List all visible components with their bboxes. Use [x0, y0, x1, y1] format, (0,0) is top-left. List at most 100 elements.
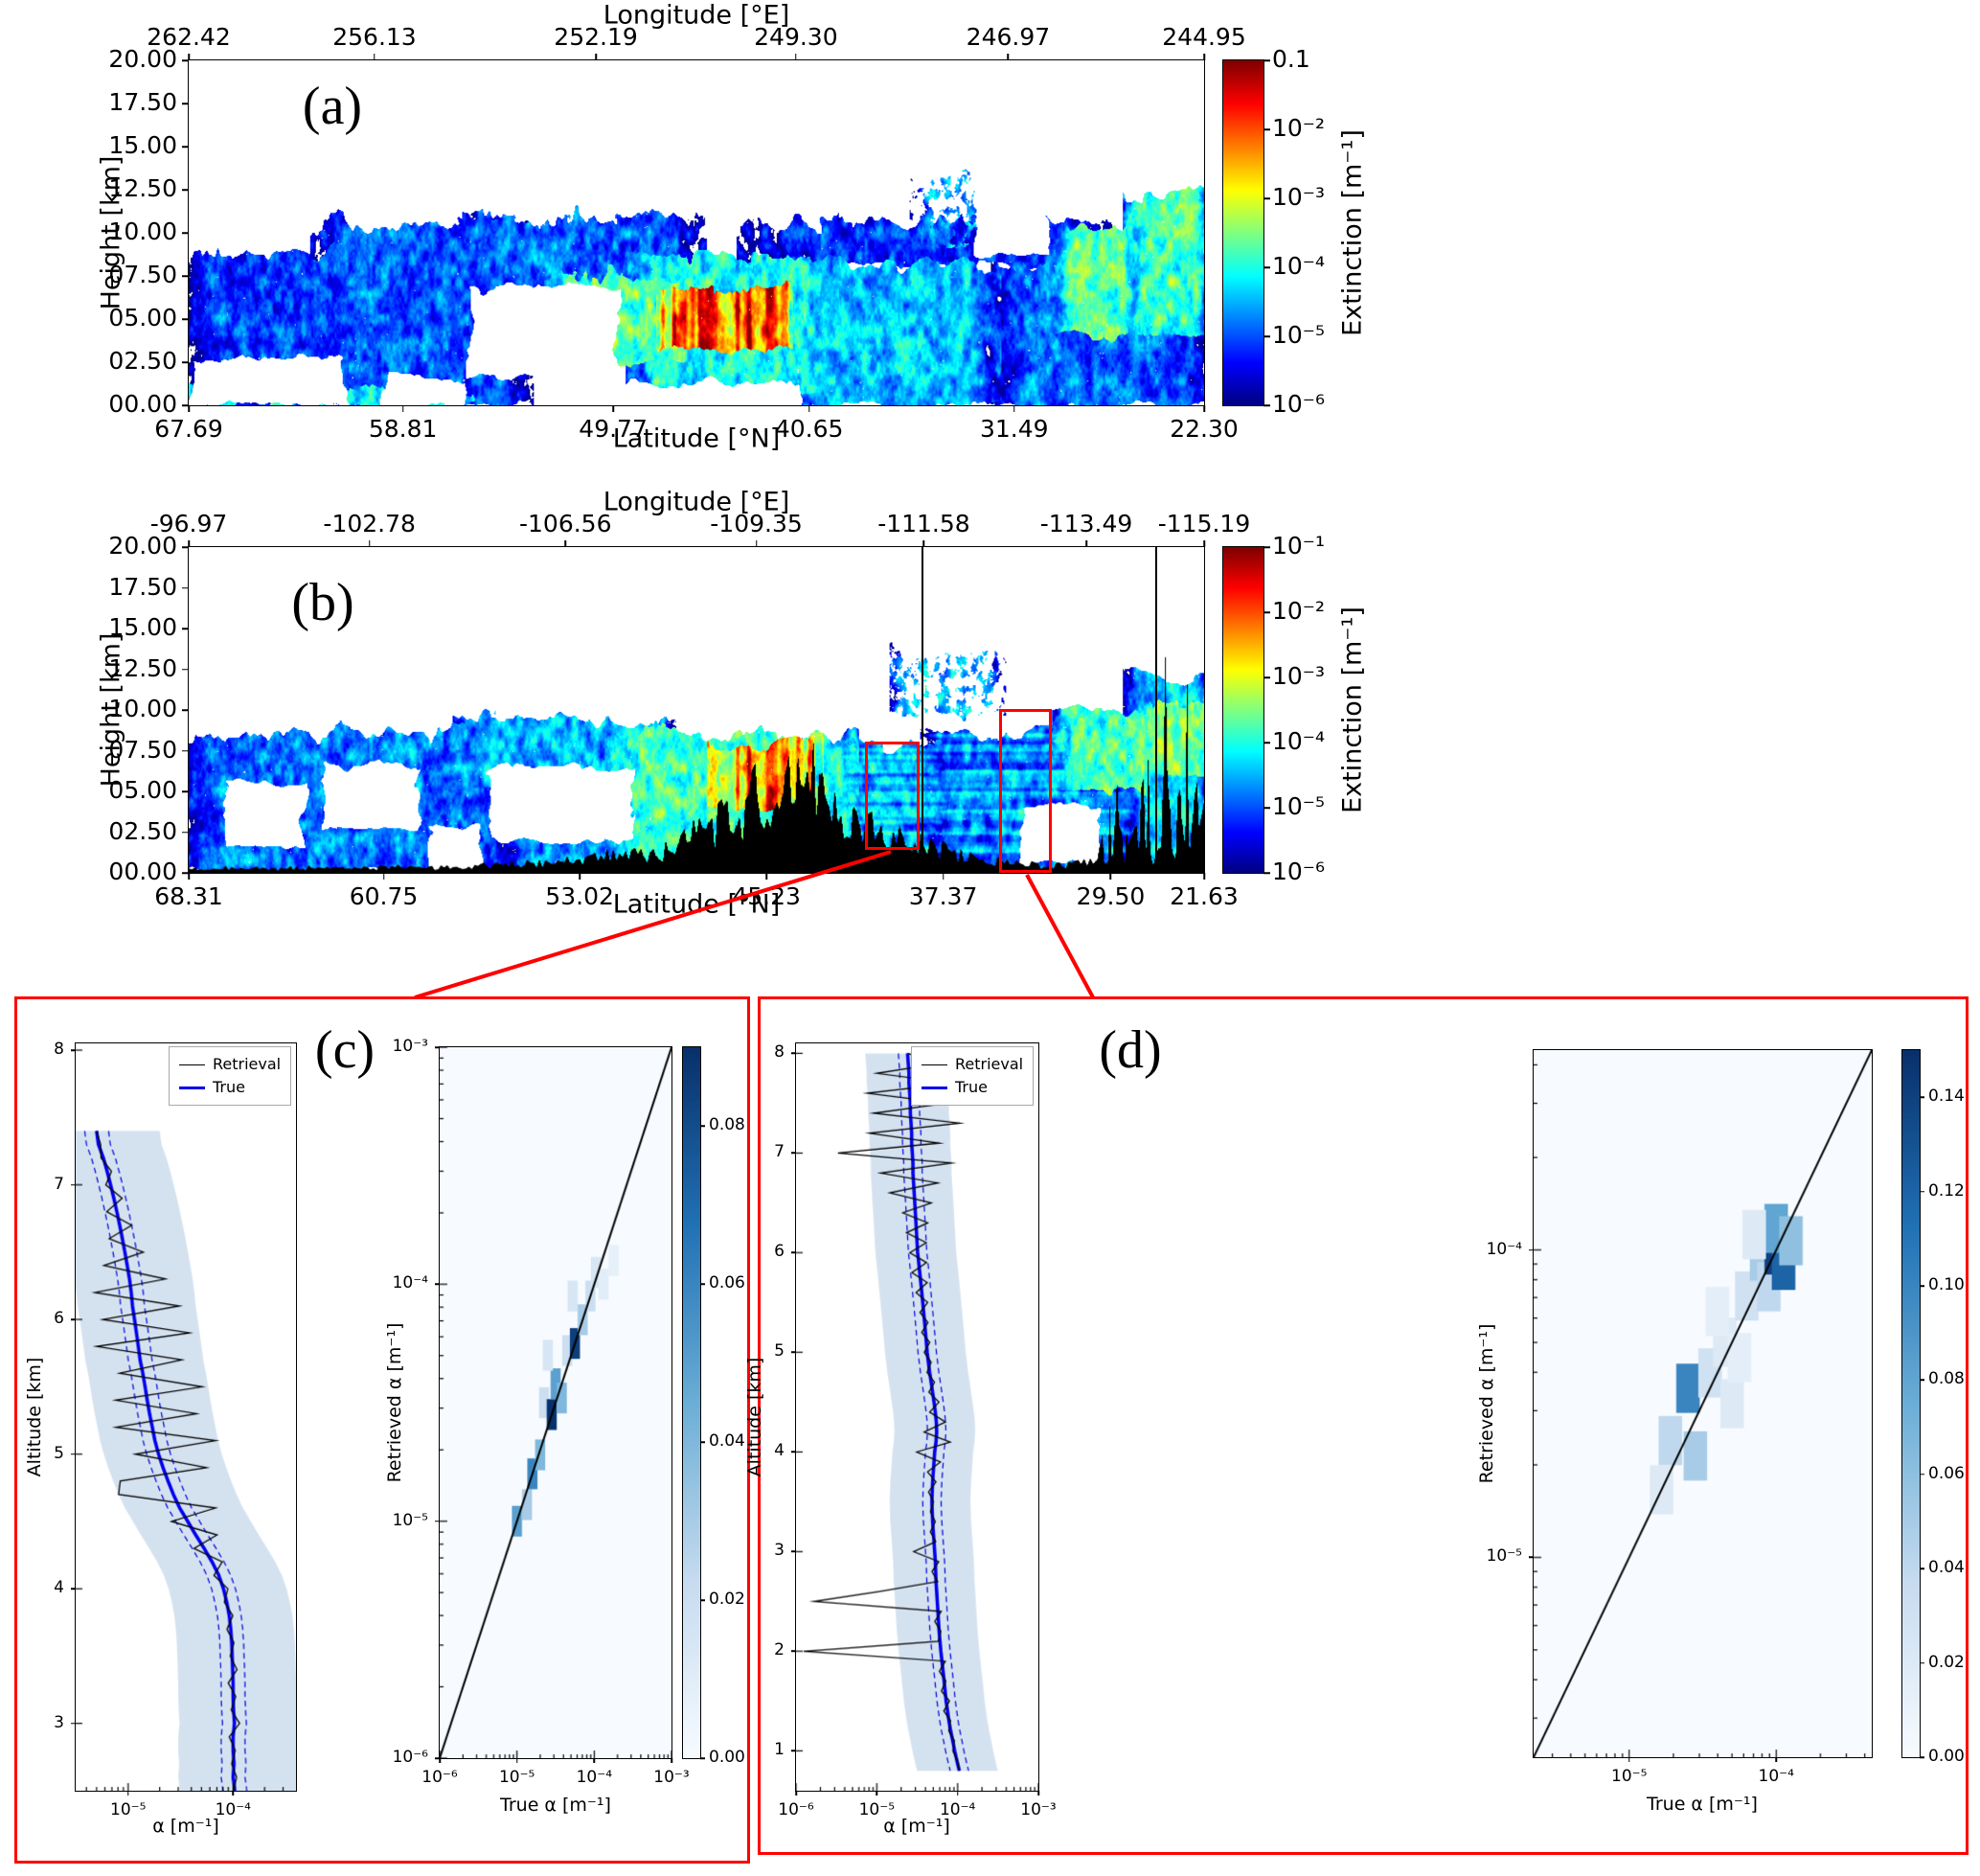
tick-mark [1263, 59, 1270, 61]
tick-mark [182, 749, 189, 752]
tick-label: -96.97 [149, 510, 228, 538]
tick-mark [182, 318, 189, 320]
tick-mark [1085, 540, 1087, 547]
tick-label: 10⁻³ [1020, 1800, 1057, 1819]
tick-label: 0.12 [1928, 1180, 1965, 1201]
tick-mark [188, 873, 190, 880]
tick-label: 10⁻² [1272, 114, 1326, 143]
tick-label: 10⁻³ [1272, 662, 1326, 691]
tick-mark [795, 54, 797, 60]
tick-mark [401, 405, 404, 412]
inset-d-hist-x-title: True α [m⁻¹] [1647, 1794, 1758, 1815]
tick-label: 00.00 [108, 390, 177, 419]
tick-label: 02.50 [108, 347, 177, 376]
tick-mark [182, 872, 189, 874]
tick-mark [579, 873, 580, 880]
inset-d-hist-canvas [1534, 1050, 1872, 1757]
tick-label: 0.04 [709, 1431, 745, 1452]
tick-label: 0.1 [1272, 45, 1310, 74]
inset-d-hist-plot: 10⁻⁵ 10⁻⁴ 10⁻⁴ 10⁻⁵ [1487, 1049, 1873, 1786]
tick-label: 0.00 [1928, 1747, 1965, 1766]
panel-a-colorbar: 0.1 10⁻² 10⁻³ 10⁻⁴ 10⁻⁵ 10⁻⁶ [1222, 45, 1325, 418]
tick-mark [922, 540, 925, 547]
legend-row-true: True [922, 1076, 1023, 1099]
panel-b-colorbar-title: Extinction [m⁻¹] [1337, 606, 1368, 813]
tick-label: 0.14 [1928, 1087, 1965, 1107]
tick-label: 58.81 [368, 415, 438, 443]
panel-a-extinction-curtain-canvas [189, 60, 1204, 405]
tick-label: 0.00 [709, 1748, 745, 1767]
tick-label: 0.04 [1928, 1558, 1965, 1578]
tick-label: 05.00 [108, 776, 177, 805]
tick-mark [127, 1791, 129, 1796]
inset-c-profile-plot: 10⁻⁵ 10⁻⁴ 3 4 5 6 7 8 [54, 1040, 297, 1819]
panel-b-colorbar-canvas [1223, 547, 1263, 873]
panel-b-colorbar: 10⁻¹ 10⁻² 10⁻³ 10⁻⁴ 10⁻⁵ 10⁻⁶ [1222, 532, 1325, 885]
tick-label: -113.49 [1039, 510, 1133, 538]
tick-label: 10⁻³ [1272, 183, 1326, 212]
tick-mark [808, 405, 810, 412]
tick-label: 10⁻⁶ [392, 1748, 428, 1767]
tick-mark [1263, 807, 1270, 809]
tick-mark [791, 1750, 796, 1752]
tick-label: 10⁻⁴ [1758, 1767, 1794, 1786]
tick-mark [791, 1650, 796, 1653]
tick-label: 49.77 [579, 415, 648, 443]
tick-label: 12.50 [108, 653, 177, 682]
tick-mark [382, 873, 385, 880]
tick-mark [700, 1599, 705, 1601]
inset-d-profile-plot: 10⁻⁶ 10⁻⁵ 10⁻⁴ 10⁻³ 1 2 3 4 5 6 7 8 [774, 1042, 1057, 1819]
tick-label: 244.95 [1162, 23, 1246, 51]
tick-label: 8 [54, 1040, 64, 1060]
tick-mark [700, 1283, 705, 1286]
tick-mark [1920, 1096, 1924, 1098]
tick-mark [1203, 540, 1205, 547]
tick-label: 29.50 [1076, 882, 1146, 910]
tick-mark [71, 1049, 76, 1051]
tick-mark [1109, 873, 1112, 880]
tick-label: 5 [774, 1341, 785, 1361]
tick-mark [791, 1152, 796, 1155]
tick-label: 10⁻⁶ [778, 1800, 814, 1819]
tick-mark [700, 1125, 705, 1128]
tick-mark [942, 873, 944, 880]
tick-mark [182, 790, 189, 792]
inset-c-profile-x-title: α [m⁻¹] [152, 1816, 219, 1837]
tick-mark [671, 1758, 672, 1763]
tick-label: 10⁻⁶ [421, 1768, 458, 1787]
tick-label: 262.42 [147, 23, 231, 51]
inset-d-profile-x-title: α [m⁻¹] [883, 1816, 950, 1837]
tick-mark [1263, 872, 1270, 874]
tick-mark [182, 275, 189, 277]
inset-c-profile-canvas [76, 1043, 296, 1791]
tick-label: 07.50 [108, 735, 177, 764]
legend-row-true: True [179, 1076, 281, 1099]
inset-d-colorbar-canvas [1902, 1050, 1920, 1757]
tick-mark [71, 1318, 76, 1320]
tick-mark [1203, 873, 1205, 880]
tick-mark [71, 1183, 76, 1186]
panel-b-letter: (b) [291, 573, 354, 632]
tick-label: 31.49 [979, 415, 1049, 443]
panel-b-bottom-axis-title: Latitude [°N] [612, 889, 781, 920]
tick-mark [1529, 1248, 1534, 1251]
tick-mark [700, 1757, 705, 1759]
tick-label: 3 [774, 1541, 785, 1561]
tick-label: -115.19 [1157, 510, 1251, 538]
tick-mark [182, 361, 189, 363]
legend-label-retrieval: Retrieval [213, 1055, 282, 1073]
tick-label: 256.13 [332, 23, 417, 51]
true-line-sample [922, 1086, 947, 1089]
tick-label: 10⁻¹ [1272, 532, 1326, 561]
tick-mark [368, 540, 371, 547]
tick-label: 249.30 [754, 23, 838, 51]
tick-mark [1263, 742, 1270, 744]
inset-d-profile-canvas [796, 1043, 1038, 1791]
tick-mark [182, 404, 189, 406]
tick-label: 20.00 [108, 45, 177, 74]
tick-mark [188, 540, 190, 547]
tick-label: 10⁻⁵ [392, 1510, 428, 1530]
inset-c-letter: (c) [314, 1020, 376, 1080]
tick-label: 10⁻⁴ [939, 1800, 976, 1819]
